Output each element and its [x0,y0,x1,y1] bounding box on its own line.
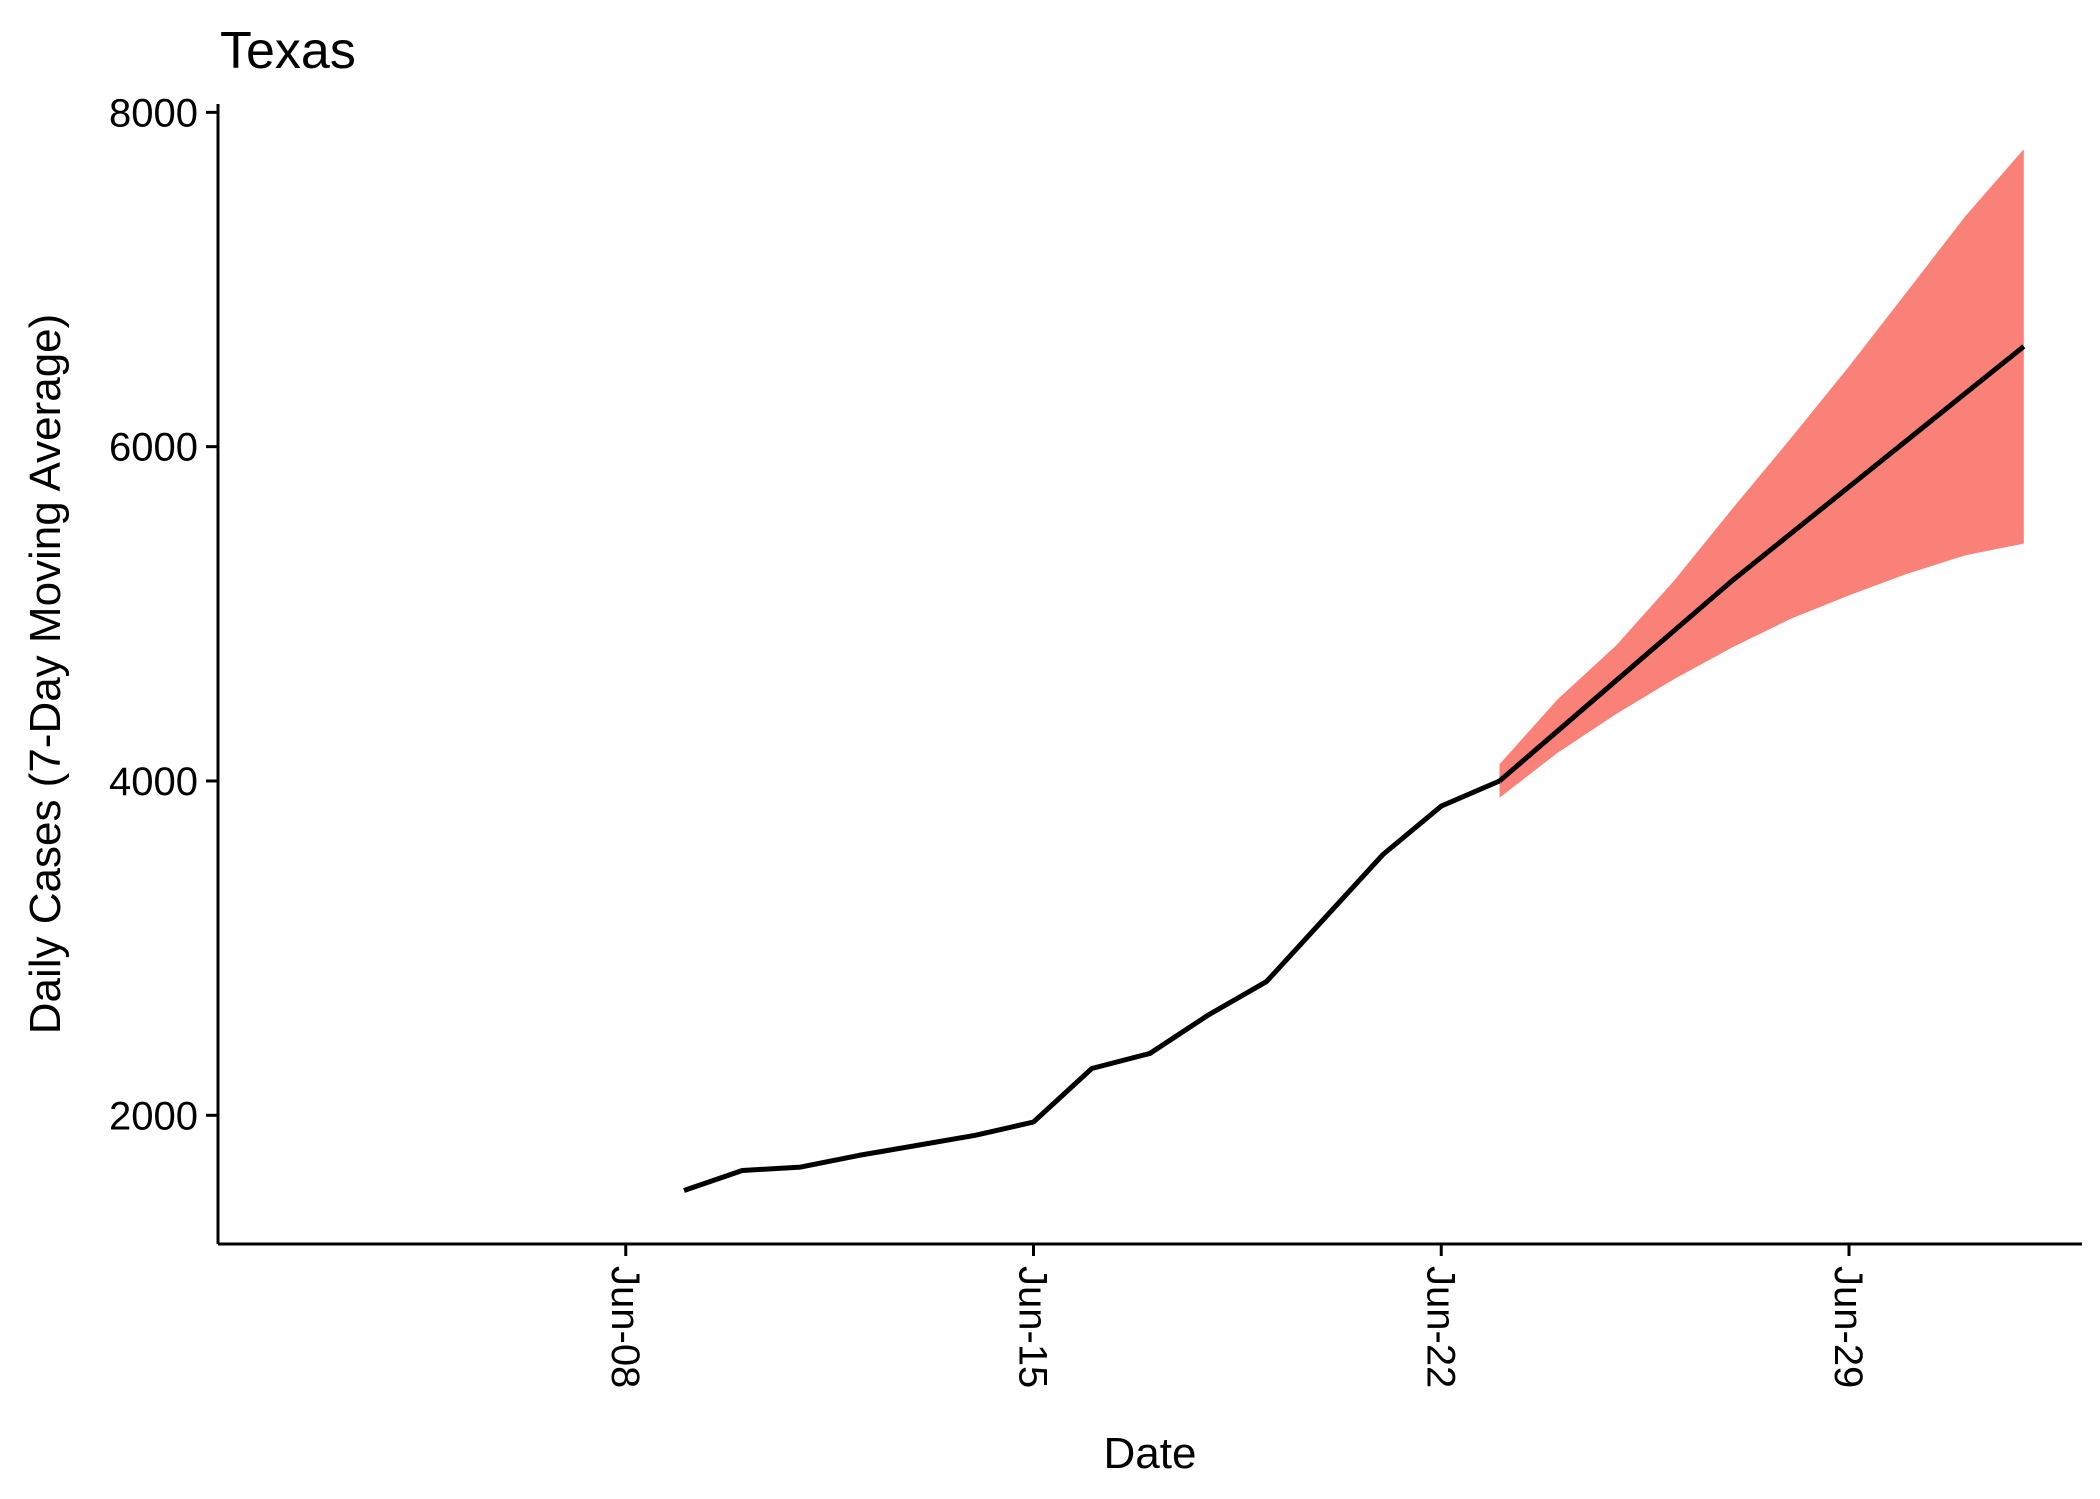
y-tick-label: 4000 [109,760,198,804]
forecast-line [1497,344,2026,783]
chart-title: Texas [220,22,356,80]
x-axis-title: Date [1104,1429,1197,1478]
y-tick-label: 8000 [109,91,198,135]
x-axis-ticks: Jun-08 Jun-15 Jun-22 Jun-29 [603,1244,1870,1388]
x-tick-label: Jun-29 [1826,1266,1870,1388]
y-axis-ticks: 2000 4000 6000 8000 [109,91,218,1138]
x-tick-label: Jun-08 [603,1266,647,1388]
x-tick-label: Jun-22 [1418,1266,1462,1388]
x-tick-label: Jun-15 [1011,1266,1055,1388]
forecast-interval-layer [1499,149,2024,798]
forecast-interval-band [1499,149,2024,798]
observed-cases-line [683,778,1501,1193]
line-layer [683,344,2026,1193]
y-tick-label: 2000 [109,1094,198,1138]
y-axis-title: Daily Cases (7-Day Moving Average) [21,314,70,1035]
y-tick-label: 6000 [109,426,198,470]
